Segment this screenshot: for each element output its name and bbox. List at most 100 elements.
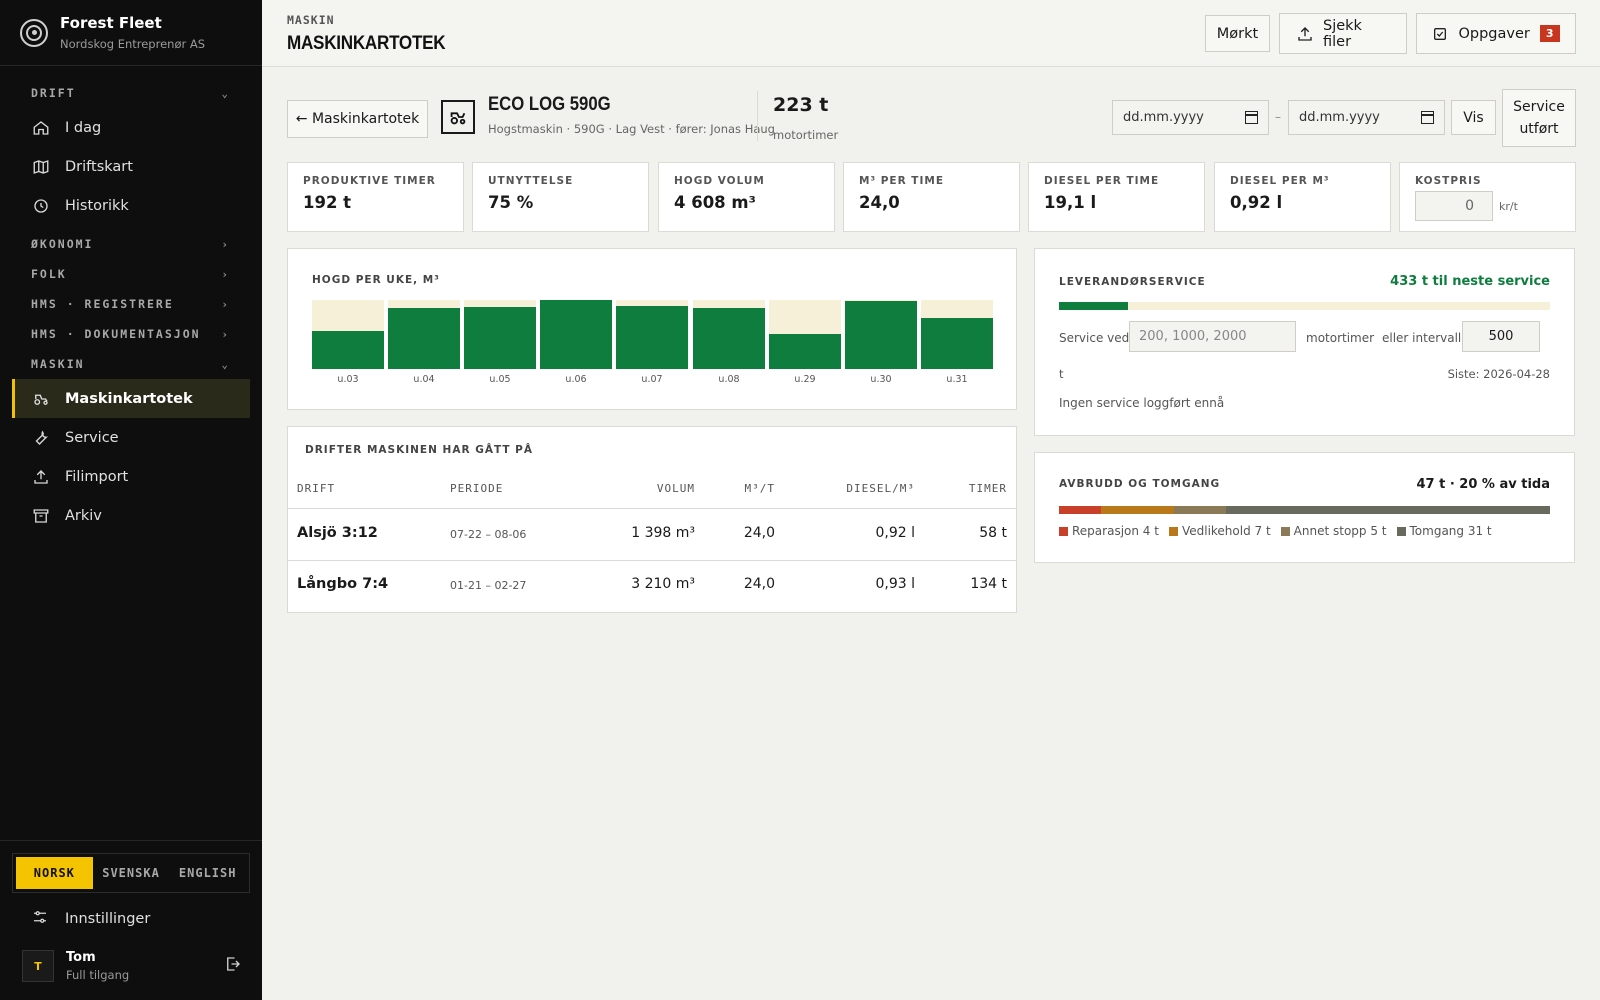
date-range-separator: – xyxy=(1275,110,1281,124)
tasks-label: Oppgaver xyxy=(1458,25,1530,42)
legend-label: Vedlikehold 7 t xyxy=(1181,524,1271,538)
engine-hours-label: motortimer xyxy=(773,128,839,142)
chart-bar[interactable] xyxy=(769,334,841,369)
chart-bar[interactable] xyxy=(464,307,536,369)
nav-section-hms-dokumentasjon[interactable]: HMS · DOKUMENTASJON › xyxy=(0,319,262,349)
main-nav: DRIFT ⌄ I dag Driftskart Historikk ØKONOM… xyxy=(0,66,262,535)
col-header-diesel: DIESEL/M³ xyxy=(846,482,915,495)
chart-bar[interactable] xyxy=(845,301,917,369)
service-done-label-line2: utført xyxy=(1519,121,1559,137)
nav-section-maskin[interactable]: MASKIN ⌄ xyxy=(0,349,262,379)
legend-item: Annet stopp 5 t xyxy=(1280,524,1387,538)
sidebar-item-maskinkartotek[interactable]: Maskinkartotek xyxy=(12,379,250,418)
sidebar-item-historikk[interactable]: Historikk xyxy=(12,186,250,225)
legend-label: Tomgang 31 t xyxy=(1409,524,1492,538)
date-to-input[interactable]: dd.mm.yyyy xyxy=(1288,100,1445,135)
chart-bar-track xyxy=(540,300,612,369)
chart-tick-label: u.08 xyxy=(718,374,740,385)
logout-icon[interactable] xyxy=(224,955,242,977)
cost-price-unit: kr/t xyxy=(1499,200,1518,213)
harvester-icon xyxy=(441,100,475,134)
nav-section-okonomi[interactable]: ØKONOMI › xyxy=(0,229,262,259)
dark-mode-button[interactable]: Mørkt xyxy=(1205,15,1270,52)
user-name: Tom xyxy=(66,950,96,965)
chart-bar[interactable] xyxy=(312,331,384,369)
chart-tick-label: u.05 xyxy=(489,374,511,385)
chart-tick-label: u.06 xyxy=(565,374,587,385)
history-icon xyxy=(31,196,51,216)
drift-volume: 3 210 m³ xyxy=(631,576,695,592)
chevron-down-icon: ⌄ xyxy=(221,357,230,371)
lang-norsk-button[interactable]: NORSK xyxy=(16,857,93,889)
kpi-utilization: UTNYTTELSE 75 % xyxy=(472,162,649,232)
chart-bar[interactable] xyxy=(921,318,993,369)
drift-volume: 1 398 m³ xyxy=(631,525,695,541)
chart-bar[interactable] xyxy=(693,308,765,369)
nav-section-label: HMS · DOKUMENTASJON xyxy=(31,327,201,341)
cost-price-input[interactable]: 0 xyxy=(1415,191,1493,221)
kpi-label: PRODUKTIVE TIMER xyxy=(303,175,436,187)
col-header-hours: TIMER xyxy=(968,482,1007,495)
service-done-button[interactable]: Service utført xyxy=(1502,89,1576,147)
wrench-icon xyxy=(31,428,51,448)
divider xyxy=(288,560,1017,561)
sidebar-item-arkiv[interactable]: Arkiv xyxy=(12,496,250,535)
sidebar: Forest Fleet Nordskog Entreprenør AS DRI… xyxy=(0,0,262,1000)
top-header: MASKIN MASKINKARTOTEK Mørkt Sjekk filer … xyxy=(262,0,1600,67)
drift-name: Alsjö 3:12 xyxy=(297,525,378,541)
col-header-drift: DRIFT xyxy=(297,482,336,495)
lang-svenska-button[interactable]: SVENSKA xyxy=(102,866,160,880)
sidebar-item-label: Service xyxy=(65,429,119,446)
service-at-unit: motortimer xyxy=(1306,331,1375,345)
archive-icon xyxy=(31,506,51,526)
interval-input[interactable]: 500 xyxy=(1462,321,1540,352)
chart-tick-label: u.29 xyxy=(794,374,816,385)
sidebar-item-label: Filimport xyxy=(65,468,129,485)
check-files-button[interactable]: Sjekk filer xyxy=(1279,13,1407,54)
chart-tick-label: u.31 xyxy=(946,374,968,385)
nav-section-hms-registrere[interactable]: HMS · REGISTRERE › xyxy=(0,289,262,319)
sidebar-item-service[interactable]: Service xyxy=(12,418,250,457)
nav-section-folk[interactable]: FOLK › xyxy=(0,259,262,289)
settings-link[interactable]: Innstillinger xyxy=(31,908,150,930)
settings-label: Innstillinger xyxy=(65,911,151,927)
lang-english-button[interactable]: ENGLISH xyxy=(178,866,237,880)
chevron-right-icon: › xyxy=(221,267,230,281)
tasks-button[interactable]: Oppgaver 3 xyxy=(1416,13,1576,54)
kpi-label: DIESEL PER M³ xyxy=(1230,175,1330,187)
sidebar-item-filimport[interactable]: Filimport xyxy=(12,457,250,496)
company-name: Nordskog Entreprenør AS xyxy=(60,37,206,51)
col-header-volume: VOLUM xyxy=(656,482,695,495)
chart-bar[interactable] xyxy=(540,300,612,369)
date-from-input[interactable]: dd.mm.yyyy xyxy=(1112,100,1269,135)
service-at-input[interactable]: 200, 1000, 2000 xyxy=(1129,321,1296,352)
nav-section-drift[interactable]: DRIFT ⌄ xyxy=(0,78,262,108)
kpi-diesel-per-m3: DIESEL PER M³ 0,92 l xyxy=(1214,162,1391,232)
machine-name: ECO LOG 590G xyxy=(488,94,611,115)
legend-label: Annet stopp 5 t xyxy=(1293,524,1387,538)
show-button[interactable]: Vis xyxy=(1451,100,1496,135)
kpi-diesel-per-hour: DIESEL PER TIME 19,1 l xyxy=(1028,162,1205,232)
sliders-icon xyxy=(31,908,51,930)
chart-bar-track xyxy=(312,300,384,369)
checkbox-icon xyxy=(1432,26,1448,42)
chevron-down-icon: ⌄ xyxy=(221,86,230,100)
user-role: Full tilgang xyxy=(66,968,130,982)
drift-name: Långbo 7:4 xyxy=(297,576,389,592)
sidebar-item-driftskart[interactable]: Driftskart xyxy=(12,147,250,186)
legend-label: Reparasjon 4 t xyxy=(1072,524,1159,538)
chart-bar[interactable] xyxy=(388,308,460,369)
legend-swatch xyxy=(1168,526,1178,536)
chart-bar[interactable] xyxy=(616,306,688,369)
sidebar-item-i-dag[interactable]: I dag xyxy=(12,108,250,147)
dark-mode-label: Mørkt xyxy=(1216,25,1259,42)
back-button[interactable]: ← Maskinkartotek xyxy=(287,100,428,138)
downtime-segment xyxy=(1100,506,1174,514)
brand: Forest Fleet Nordskog Entreprenør AS xyxy=(0,0,262,66)
sidebar-item-label: I dag xyxy=(65,119,102,136)
kpi-productive-hours: PRODUKTIVE TIMER 192 t xyxy=(287,162,464,232)
service-at-label: Service ved: xyxy=(1059,331,1134,345)
machine-details: Hogstmaskin · 590G · Lag Vest · fører: J… xyxy=(488,122,775,136)
language-switcher: NORSK SVENSKA ENGLISH xyxy=(12,853,250,893)
legend-swatch xyxy=(1280,526,1290,536)
